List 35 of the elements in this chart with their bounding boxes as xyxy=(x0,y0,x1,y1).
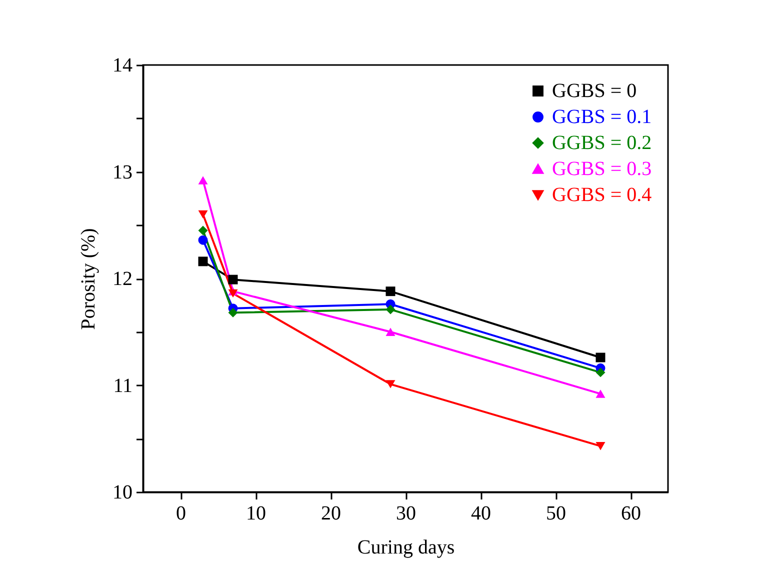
point xyxy=(596,390,606,398)
legend-label: GGBS = 0.2 xyxy=(552,132,652,154)
x-tick-label: 50 xyxy=(546,502,566,524)
point xyxy=(386,328,396,336)
y-tick-label: 11 xyxy=(113,374,132,397)
y-tick-label: 10 xyxy=(112,482,132,504)
point xyxy=(596,368,606,378)
y-tick-label: 12 xyxy=(112,268,132,290)
point xyxy=(198,235,208,245)
point xyxy=(228,289,238,298)
x-tick-label: 40 xyxy=(471,502,491,524)
point xyxy=(198,210,208,219)
x-tick-label: 0 xyxy=(176,502,186,524)
point xyxy=(228,308,238,318)
legend-label: GGBS = 0.3 xyxy=(552,158,652,180)
point xyxy=(198,176,208,184)
legend-label: GGBS = 0.1 xyxy=(552,106,652,128)
legend-label: GGBS = 0.4 xyxy=(552,184,652,206)
point xyxy=(596,352,606,362)
x-tick-label: 60 xyxy=(621,502,641,524)
x-tick-label: 10 xyxy=(246,502,266,524)
y-tick-label: 14 xyxy=(112,54,132,76)
x-tick-label: 30 xyxy=(396,502,416,524)
legend-label: GGBS = 0 xyxy=(552,80,637,102)
x-tick-label: 20 xyxy=(321,502,341,524)
y-tick-label: 13 xyxy=(112,161,132,184)
point xyxy=(386,380,396,388)
x-axis-title: Curing days xyxy=(357,536,455,558)
y-axis-title: Porosity (%) xyxy=(78,228,100,330)
point xyxy=(386,286,396,296)
point xyxy=(386,304,396,314)
point xyxy=(596,442,606,450)
point xyxy=(228,274,238,284)
point xyxy=(198,226,208,236)
point xyxy=(198,256,208,266)
